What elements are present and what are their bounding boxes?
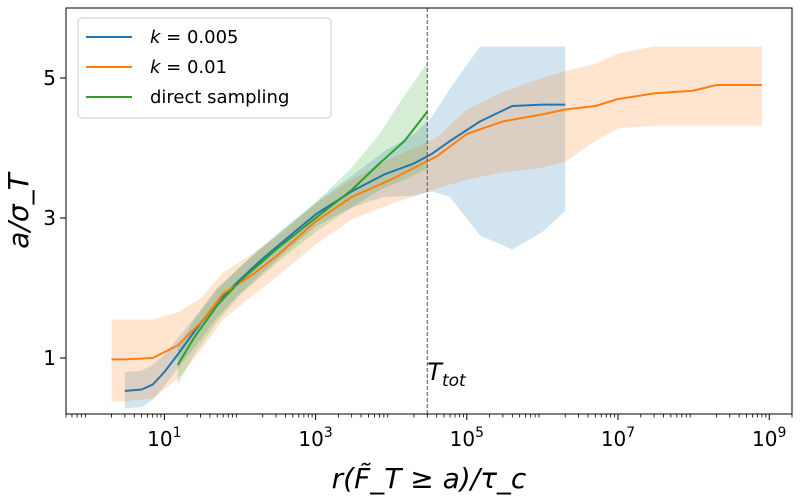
x-tick-label-1: 103 bbox=[298, 425, 332, 451]
series-line-1 bbox=[111, 84, 762, 361]
x-tick-label-4: 109 bbox=[752, 425, 786, 451]
y-axis-title: a/σ_T bbox=[2, 171, 35, 248]
legend-label-k005: k = 0.005 bbox=[150, 27, 239, 48]
legend-k005-prefix: k bbox=[150, 27, 162, 48]
plot-frame bbox=[65, 7, 793, 415]
y-tick-label-2: 5 bbox=[43, 66, 56, 90]
x-axis-title: r(F̃_T ≥ a)/τ_c bbox=[332, 462, 527, 495]
band-1 bbox=[111, 46, 762, 402]
legend-k005-value: = 0.005 bbox=[160, 27, 238, 48]
y-tick-label-1: 3 bbox=[43, 206, 56, 230]
legend-box bbox=[77, 17, 332, 119]
x-tick-label-0: 101 bbox=[147, 425, 181, 451]
tot-label: Ttot bbox=[427, 358, 467, 391]
x-tick-label-3: 107 bbox=[601, 425, 635, 451]
tot-label-sub: tot bbox=[442, 371, 467, 391]
legend-label-k01: k = 0.01 bbox=[150, 57, 227, 78]
x-tick-label-2: 105 bbox=[450, 425, 484, 451]
y-tick-label-0: 1 bbox=[43, 346, 56, 370]
legend: k = 0.005 k = 0.01 direct sampling bbox=[77, 17, 332, 119]
series-line-2 bbox=[176, 110, 429, 366]
band-2 bbox=[177, 62, 428, 385]
legend-label-direct: direct sampling bbox=[150, 87, 289, 108]
legend-k01-prefix: k bbox=[150, 57, 162, 78]
legend-k01-value: = 0.01 bbox=[160, 57, 227, 78]
y-ticks: 1 3 5 bbox=[43, 66, 66, 370]
tot-label-main: T bbox=[427, 358, 444, 386]
lines-layer bbox=[111, 84, 762, 392]
x-ticks: 101 103 105 107 109 bbox=[65, 414, 793, 451]
series-line-0 bbox=[124, 103, 566, 392]
